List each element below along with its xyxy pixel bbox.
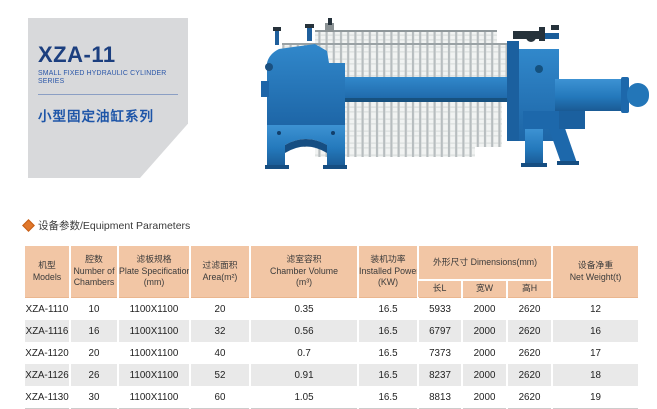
cell-length: 7373 <box>417 342 462 364</box>
cell-plate-spec: 1100X1100 <box>117 297 190 320</box>
cell-model: XZA-1130 <box>25 386 70 409</box>
dimensions-subheader-row: 长L 宽W 高H <box>25 279 638 298</box>
cell-power: 16.5 <box>357 386 418 409</box>
product-model-title: XZA-11 <box>38 42 116 67</box>
table-row: XZA-1120 20 1100X1100 40 0.7 16.5 7373 2… <box>25 342 639 364</box>
cell-width: 2000 <box>461 364 507 386</box>
card-divider <box>38 93 178 95</box>
cell-plate-spec: 1100X1100 <box>117 320 190 342</box>
cell-height: 2620 <box>505 364 553 386</box>
cell-area: 32 <box>189 320 250 342</box>
cell-chambers: 10 <box>69 297 118 320</box>
hydraulic-cylinder <box>555 79 625 111</box>
cell-volume: 0.35 <box>249 297 358 320</box>
col-header-models: 机型 Models <box>25 246 70 298</box>
equipment-parameters-table: 机型 Models 腔数 Number of Chambers 滤板规格 Pla… <box>25 246 639 409</box>
cell-power: 16.5 <box>357 364 418 386</box>
product-series-chinese: 小型固定油缸系列 <box>38 108 154 124</box>
filter-press-image <box>261 18 649 169</box>
cell-model: XZA-1126 <box>25 364 70 386</box>
diamond-icon <box>22 218 35 232</box>
cell-area: 52 <box>189 364 250 386</box>
cell-model: XZA-1110 <box>25 303 69 315</box>
table-row: XZA-1130 30 1100X1100 60 1.05 16.5 8813 … <box>25 386 639 409</box>
cell-area: 60 <box>189 386 250 409</box>
col-header-chamber-volume: 滤室容积 Chamber Volume (m³) <box>249 246 358 298</box>
table-row: XZA-1116 16 1100X1100 32 0.56 16.5 6797 … <box>25 320 639 342</box>
product-card: XZA-11 SMALL FIXED HYDRAULIC CYLINDER SE… <box>28 18 188 178</box>
col-header-dimensions: 外形尺寸 Dimensions(mm) <box>416 246 553 281</box>
cell-power: 16.5 <box>357 342 418 364</box>
cell-volume: 0.56 <box>249 320 358 342</box>
cell-model: XZA-1120 <box>25 347 69 359</box>
cell-volume: 1.05 <box>249 386 358 409</box>
cell-length: 8237 <box>417 364 462 386</box>
cell-net-weight: 18 <box>551 364 639 386</box>
table-row: XZA-1110 10 1100X1100 20 0.35 16.5 5933 … <box>25 297 639 320</box>
col-header-chambers: 腔数 Number of Chambers <box>69 246 118 298</box>
col-header-length: 长L <box>418 279 462 298</box>
cell-height: 2620 <box>505 297 553 320</box>
left-stand <box>261 24 347 169</box>
cell-chambers: 26 <box>69 364 118 386</box>
cell-plate-spec: 1100X1100 <box>117 342 190 364</box>
col-header-plate-specifications: 滤板规格 Plate Specifications (mm) <box>117 246 190 298</box>
col-header-height: 高H <box>505 279 553 298</box>
header-row: 机型 Models 腔数 Number of Chambers 滤板规格 Pla… <box>25 246 639 298</box>
cell-chambers: 30 <box>69 386 118 409</box>
cell-chambers: 16 <box>69 320 118 342</box>
col-header-installed-power: 装机功率 Installed Power (KW) <box>357 246 418 298</box>
col-header-net-weight: 设备净重 Net Weight(t) <box>551 246 639 298</box>
cell-height: 2620 <box>505 320 553 342</box>
cell-model: XZA-1116 <box>25 320 70 342</box>
cell-power: 16.5 <box>357 297 418 320</box>
product-series-english: SMALL FIXED HYDRAULIC CYLINDER SERIES <box>38 70 167 86</box>
cell-width: 2000 <box>461 342 507 364</box>
cell-area: 40 <box>189 342 250 364</box>
col-header-filter-area: 过滤面积 Area(m²) <box>189 246 250 298</box>
cell-length: 6797 <box>417 320 462 342</box>
right-stand <box>507 25 649 167</box>
cell-plate-spec: 1100X1100 <box>117 364 190 386</box>
cell-volume: 0.91 <box>249 364 358 386</box>
plate-stack-top <box>315 31 497 44</box>
cell-area: 20 <box>189 297 250 320</box>
cell-length: 8813 <box>417 386 462 409</box>
cell-volume: 0.7 <box>249 342 358 364</box>
table-row: XZA-1126 26 1100X1100 52 0.91 16.5 8237 … <box>25 364 639 386</box>
cell-net-weight: 17 <box>551 342 639 364</box>
cell-length: 5933 <box>417 297 462 320</box>
cell-height: 2620 <box>505 386 553 409</box>
cell-height: 2620 <box>505 342 553 364</box>
col-header-width: 宽W <box>461 279 507 298</box>
cell-net-weight: 19 <box>551 386 639 409</box>
cell-width: 2000 <box>461 386 507 409</box>
section-title: 设备参数/Equipment Parameters <box>38 219 191 232</box>
cell-width: 2000 <box>461 297 507 320</box>
cell-net-weight: 12 <box>551 297 639 320</box>
cell-net-weight: 16 <box>551 320 639 342</box>
cell-chambers: 20 <box>69 342 118 364</box>
cell-width: 2000 <box>461 320 507 342</box>
cell-plate-spec: 1100X1100 <box>117 386 190 409</box>
cell-power: 16.5 <box>357 320 418 342</box>
section-header: 设备参数/Equipment Parameters <box>22 218 191 232</box>
